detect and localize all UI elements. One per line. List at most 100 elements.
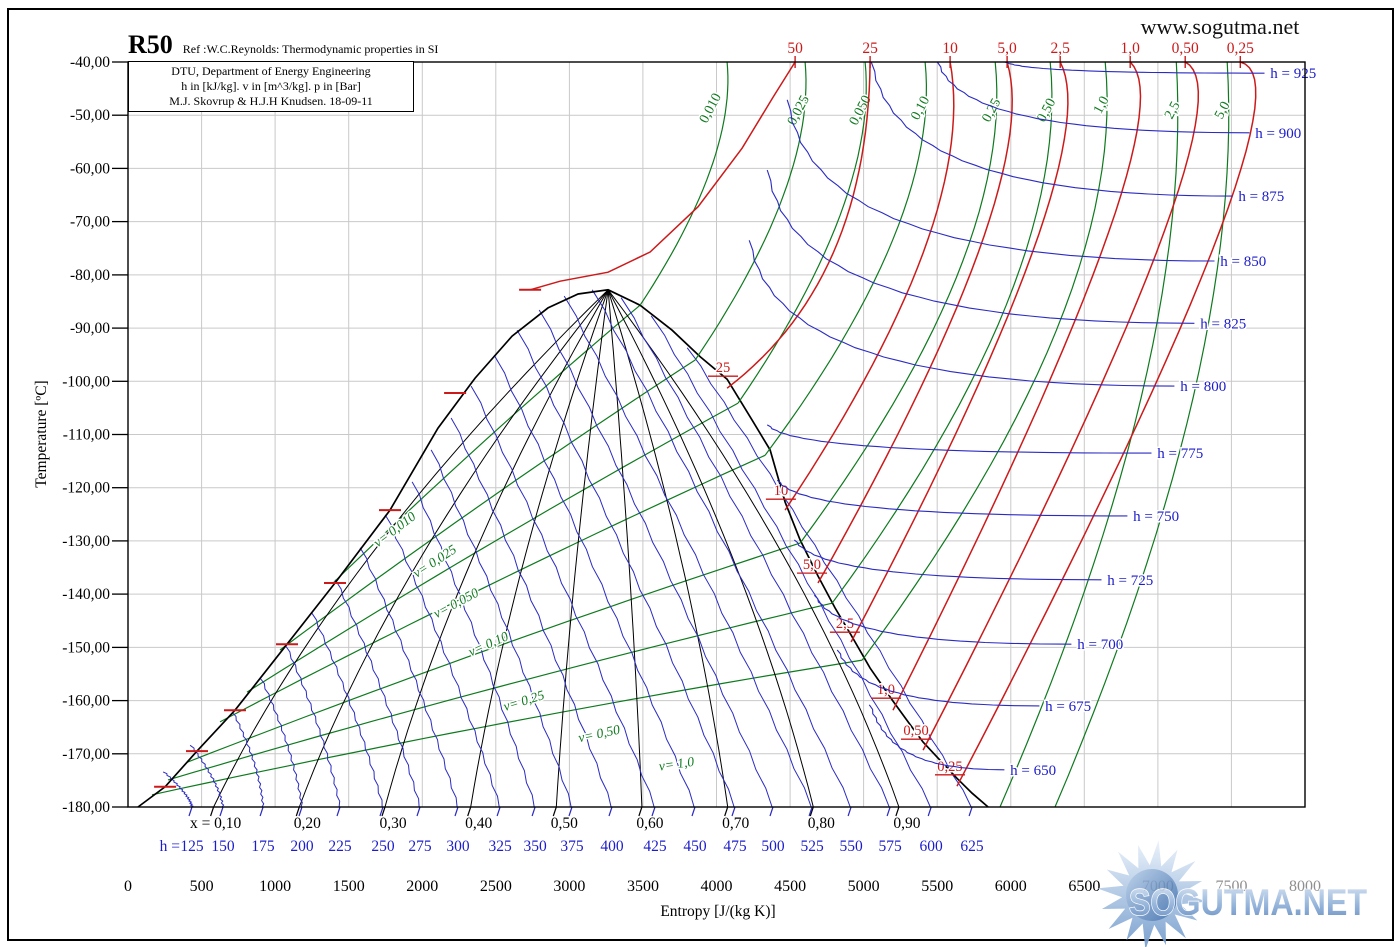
isenthalp-tick	[568, 806, 573, 817]
enthalpy-axis-value: 625	[960, 838, 984, 855]
isochore-steep-0,50	[831, 61, 1053, 604]
enthalpy-axis-value: 275	[408, 838, 432, 855]
x-axis-title: Entropy [J/(kg K)]	[660, 903, 775, 920]
isenthalp-300	[359, 547, 458, 808]
isochore-0,25	[186, 542, 801, 763]
quality-line-0.4	[470, 289, 609, 808]
x-tick-label: 2000	[406, 878, 438, 895]
title-block: R50 Ref :W.C.Reynolds: Thermodynamic prop…	[128, 30, 438, 112]
isobar-top-label-0,50: 0,50	[1172, 40, 1199, 57]
info-line-1: DTU, Department of Energy Engineering	[171, 64, 371, 78]
isenthalp-600	[650, 315, 931, 808]
isenthalp-tick	[886, 806, 891, 817]
quality-line-0.8	[607, 289, 814, 808]
isobar-50	[529, 61, 796, 291]
isenthalp-side-label-925: h = 925	[1270, 66, 1316, 82]
isenthalp-tick	[651, 806, 656, 817]
quality-line-0.3	[384, 289, 609, 808]
quality-tick	[552, 806, 557, 817]
enthalpy-axis-value: 400	[600, 838, 624, 855]
y-axis-title: Temperature [ºC]	[33, 380, 50, 487]
isochore-0,010	[332, 304, 641, 584]
y-tick-label: -50,00	[70, 107, 110, 124]
isenthalp-500	[538, 309, 773, 808]
quality-tick	[210, 806, 215, 817]
enthalpy-axis-value: 550	[839, 838, 863, 855]
isenthalp-275	[334, 579, 420, 808]
enthalpy-axis-value: 575	[878, 838, 902, 855]
y-tick-label: -120,00	[62, 480, 110, 497]
isenthalps-superheated: h = 650 h = 675 h = 700 h = 725 h = 750 h = 7…	[748, 61, 1318, 780]
isochore-top-label-0,010: 0,010	[697, 91, 725, 126]
isenthalp-175	[231, 711, 265, 808]
isenthalp-tick	[531, 806, 536, 817]
isenthalp-625	[686, 347, 972, 808]
isobar-sat-label-2,5: 2,5	[836, 616, 854, 632]
isochore-steep-0,10	[764, 61, 928, 456]
quality-lines	[210, 289, 900, 817]
isenthalp-800	[748, 240, 1175, 387]
outer-frame	[7, 8, 1394, 941]
isobar-top-label-2,5: 2,5	[1050, 40, 1070, 57]
isenthalp-650	[868, 704, 1005, 771]
quality-axis-label: 0,60	[636, 815, 663, 832]
isochore-top-label-5,0: 5,0	[1212, 99, 1233, 121]
x-tick-label: 4500	[774, 878, 806, 895]
x-tick-label: 6000	[995, 878, 1027, 895]
isenthalp-side-label-900: h = 900	[1255, 126, 1301, 142]
enthalpy-axis-value: 500	[761, 838, 785, 855]
isenthalp-150	[189, 744, 225, 808]
isochore-0,050	[246, 402, 739, 693]
x-tick-label: 7500	[1215, 878, 1247, 895]
isenthalp-850	[786, 99, 1215, 262]
x-tick-label: 7000	[1142, 878, 1174, 895]
isenthalp-tick	[608, 806, 613, 817]
isenthalp-tick	[454, 806, 459, 817]
isobar-sat-label-0,50: 0,50	[903, 723, 928, 739]
isenthalp-250	[310, 611, 383, 808]
enthalpy-axis-value: 600	[920, 838, 944, 855]
isobar-10	[784, 61, 955, 511]
grid	[128, 62, 1305, 807]
enthalpy-axis-value: 425	[643, 838, 667, 855]
title-row: R50 Ref :W.C.Reynolds: Thermodynamic prop…	[128, 30, 438, 60]
x-tick-label: 8000	[1289, 878, 1321, 895]
isenthalp-tick	[496, 806, 501, 817]
isenthalp-side-label-775: h = 775	[1157, 446, 1203, 462]
quality-axis-label: 0,40	[465, 815, 492, 832]
y-tick-label: -140,00	[62, 586, 110, 603]
y-tick-label: -80,00	[70, 267, 110, 284]
isenthalp-775	[766, 424, 1152, 454]
isochore-1,0	[151, 659, 863, 796]
isenthalp-side-label-675: h = 675	[1045, 699, 1091, 715]
isochore-top-label-1,0: 1,0	[1091, 94, 1112, 116]
quality-axis-label: 0,50	[551, 815, 578, 832]
isenthalp-tick	[379, 806, 384, 817]
quality-line-0.2	[298, 289, 609, 808]
isenthalp-475	[516, 329, 735, 808]
enthalpy-axis-value: 175	[251, 838, 275, 855]
isochore-steep-0,010	[639, 61, 729, 306]
isenthalp-side-label-875: h = 875	[1238, 189, 1284, 205]
x-tick-label: 3500	[627, 878, 659, 895]
isochore-label-0,050: v= 0,050	[431, 585, 481, 621]
isobar-25	[726, 61, 871, 389]
enthalpy-axis-value: 150	[211, 838, 235, 855]
isenthalp-tick	[968, 806, 973, 817]
enthalpy-axis-value: 375	[560, 838, 584, 855]
isenthalp-450	[493, 354, 695, 808]
isochore-0,50	[167, 602, 833, 781]
isenthalp-425	[470, 385, 655, 808]
isochore-label-0,50: v= 0,50	[577, 722, 622, 745]
enthalpy-axis-value: 300	[446, 838, 470, 855]
isochore-top-label-2,5: 2,5	[1162, 99, 1183, 121]
enthalpy-axis-value: 450	[683, 838, 707, 855]
isenthalp-875	[870, 61, 1233, 197]
axes: -40,00 -50,00 -60,00 -70,00 -80,00 -90,00 -100…	[33, 54, 1321, 920]
isenthalp-725	[793, 539, 1102, 581]
isochore-0,10	[219, 454, 766, 723]
isochore-label-0,10: v= 0,10	[466, 628, 511, 659]
isenthalp-tick	[691, 806, 696, 817]
enthalpy-axis-value: 475	[723, 838, 747, 855]
